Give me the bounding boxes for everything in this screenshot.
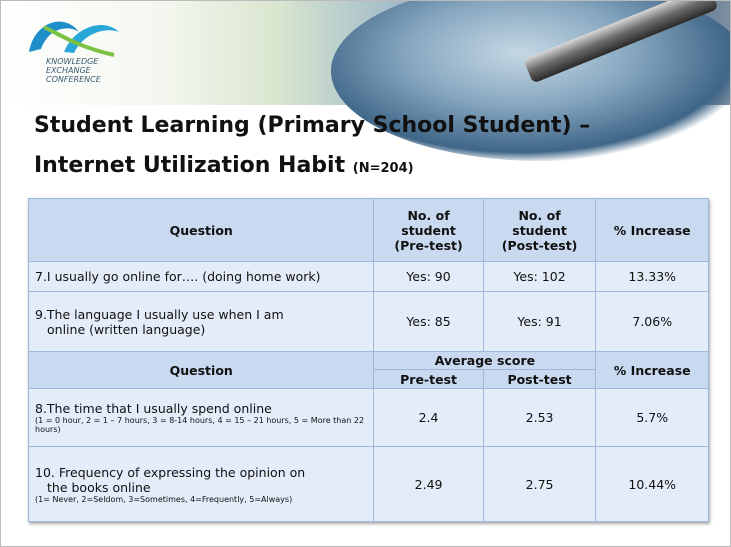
- banner: KNOWLEDGE EXCHANGE CONFERENCE: [1, 1, 730, 161]
- question-cell: 9.The language I usually use when I am on…: [27, 291, 375, 352]
- value-text: 13.33%: [628, 269, 677, 284]
- header-cell: Pre-test: [373, 369, 484, 389]
- value-text: Yes: 85: [406, 314, 451, 329]
- data-row: 7.I usually go online for…. (doing home …: [27, 261, 709, 292]
- value-cell: 2.49: [373, 446, 484, 522]
- header-text: (Pre-test): [394, 237, 463, 253]
- question-text: 8.The time that I usually spend online: [35, 401, 272, 416]
- value-cell: 13.33%: [595, 261, 709, 292]
- header-text: student: [512, 222, 567, 238]
- title-text: Internet Utilization Habit: [34, 153, 346, 178]
- sample-size: (N=204): [352, 161, 414, 176]
- header-text: No. of: [407, 207, 450, 223]
- data-row: 10. Frequency of expressing the opinion …: [27, 446, 709, 522]
- value-cell: Yes: 90: [373, 261, 484, 292]
- question-text: online (written language): [47, 321, 206, 337]
- value-cell: 2.4: [373, 388, 484, 447]
- value-cell: Yes: 91: [482, 291, 597, 352]
- data-row: 8.The time that I usually spend online (1…: [27, 388, 709, 447]
- logo: [29, 21, 119, 57]
- header-cell: Question: [27, 198, 375, 262]
- question-text: 10. Frequency of expressing the opinion …: [35, 464, 306, 480]
- value-cell: Yes: 102: [482, 261, 597, 292]
- header-cell: Post-test: [482, 369, 597, 389]
- header-text: % Increase: [613, 222, 691, 238]
- header-text: Post-test: [507, 371, 572, 387]
- header-cell: No. of student (Post-test): [482, 198, 597, 262]
- header-text: % Increase: [613, 362, 691, 378]
- value-cell: 2.75: [482, 446, 597, 522]
- logo-line: CONFERENCE: [46, 75, 101, 84]
- value-text: 5.7%: [636, 410, 669, 425]
- title-line: Internet Utilization Habit (N=204): [34, 153, 414, 178]
- value-text: 2.49: [414, 476, 443, 492]
- scale-note: (1= Never, 2=Seldom, 3=Sometimes, 4=Freq…: [35, 494, 293, 504]
- value-text: Yes: 90: [406, 269, 451, 284]
- value-text: 2.4: [418, 410, 439, 425]
- header-text: Question: [169, 222, 233, 238]
- header-text: (Post-test): [501, 237, 578, 253]
- logo-text: KNOWLEDGE EXCHANGE CONFERENCE: [46, 57, 101, 84]
- header-row: Question No. of student (Pre-test) No. of stu…: [27, 198, 709, 262]
- value-text: 2.75: [525, 476, 554, 492]
- value-cell: 7.06%: [595, 291, 709, 352]
- question-text: 9.The language I usually use when I am: [35, 306, 284, 322]
- header-text: Average score: [434, 353, 536, 368]
- header-cell: No. of student (Pre-test): [373, 198, 484, 262]
- scale-note: (1 = 0 hour, 2 = 1 – 7 hours, 3 = 8-14 h…: [35, 416, 365, 434]
- header-cell: Average score: [373, 351, 597, 370]
- logo-line: KNOWLEDGE: [46, 57, 99, 66]
- header-cell: % Increase: [595, 351, 709, 389]
- header-text: Question: [169, 362, 233, 378]
- logo-line: EXCHANGE: [46, 66, 91, 75]
- value-cell: 10.44%: [595, 446, 709, 522]
- title-line: Student Learning (Primary School Student…: [34, 113, 591, 138]
- value-cell: 2.53: [482, 388, 597, 447]
- results-table: Question No. of student (Pre-test) No. of stu…: [27, 198, 709, 522]
- value-cell: Yes: 85: [373, 291, 484, 352]
- question-text: 7.I usually go online for…. (doing home …: [35, 269, 321, 284]
- question-text: the books online: [47, 479, 151, 495]
- question-cell: 8.The time that I usually spend online (1…: [27, 388, 375, 447]
- header-cell: Question: [27, 351, 375, 389]
- value-cell: 5.7%: [595, 388, 709, 447]
- header-text: No. of: [518, 207, 561, 223]
- value-text: 7.06%: [632, 314, 673, 329]
- header-row: Question Average score % Increase: [27, 351, 709, 389]
- question-cell: 10. Frequency of expressing the opinion …: [27, 446, 375, 522]
- value-text: 2.53: [525, 410, 554, 425]
- header-cell: % Increase: [595, 198, 709, 262]
- question-cell: 7.I usually go online for…. (doing home …: [27, 261, 375, 292]
- value-text: Yes: 91: [517, 314, 562, 329]
- header-text: student: [401, 222, 456, 238]
- value-text: 10.44%: [628, 476, 677, 492]
- value-text: Yes: 102: [513, 269, 566, 284]
- header-text: Pre-test: [400, 371, 457, 387]
- data-row: 9.The language I usually use when I am on…: [27, 291, 709, 352]
